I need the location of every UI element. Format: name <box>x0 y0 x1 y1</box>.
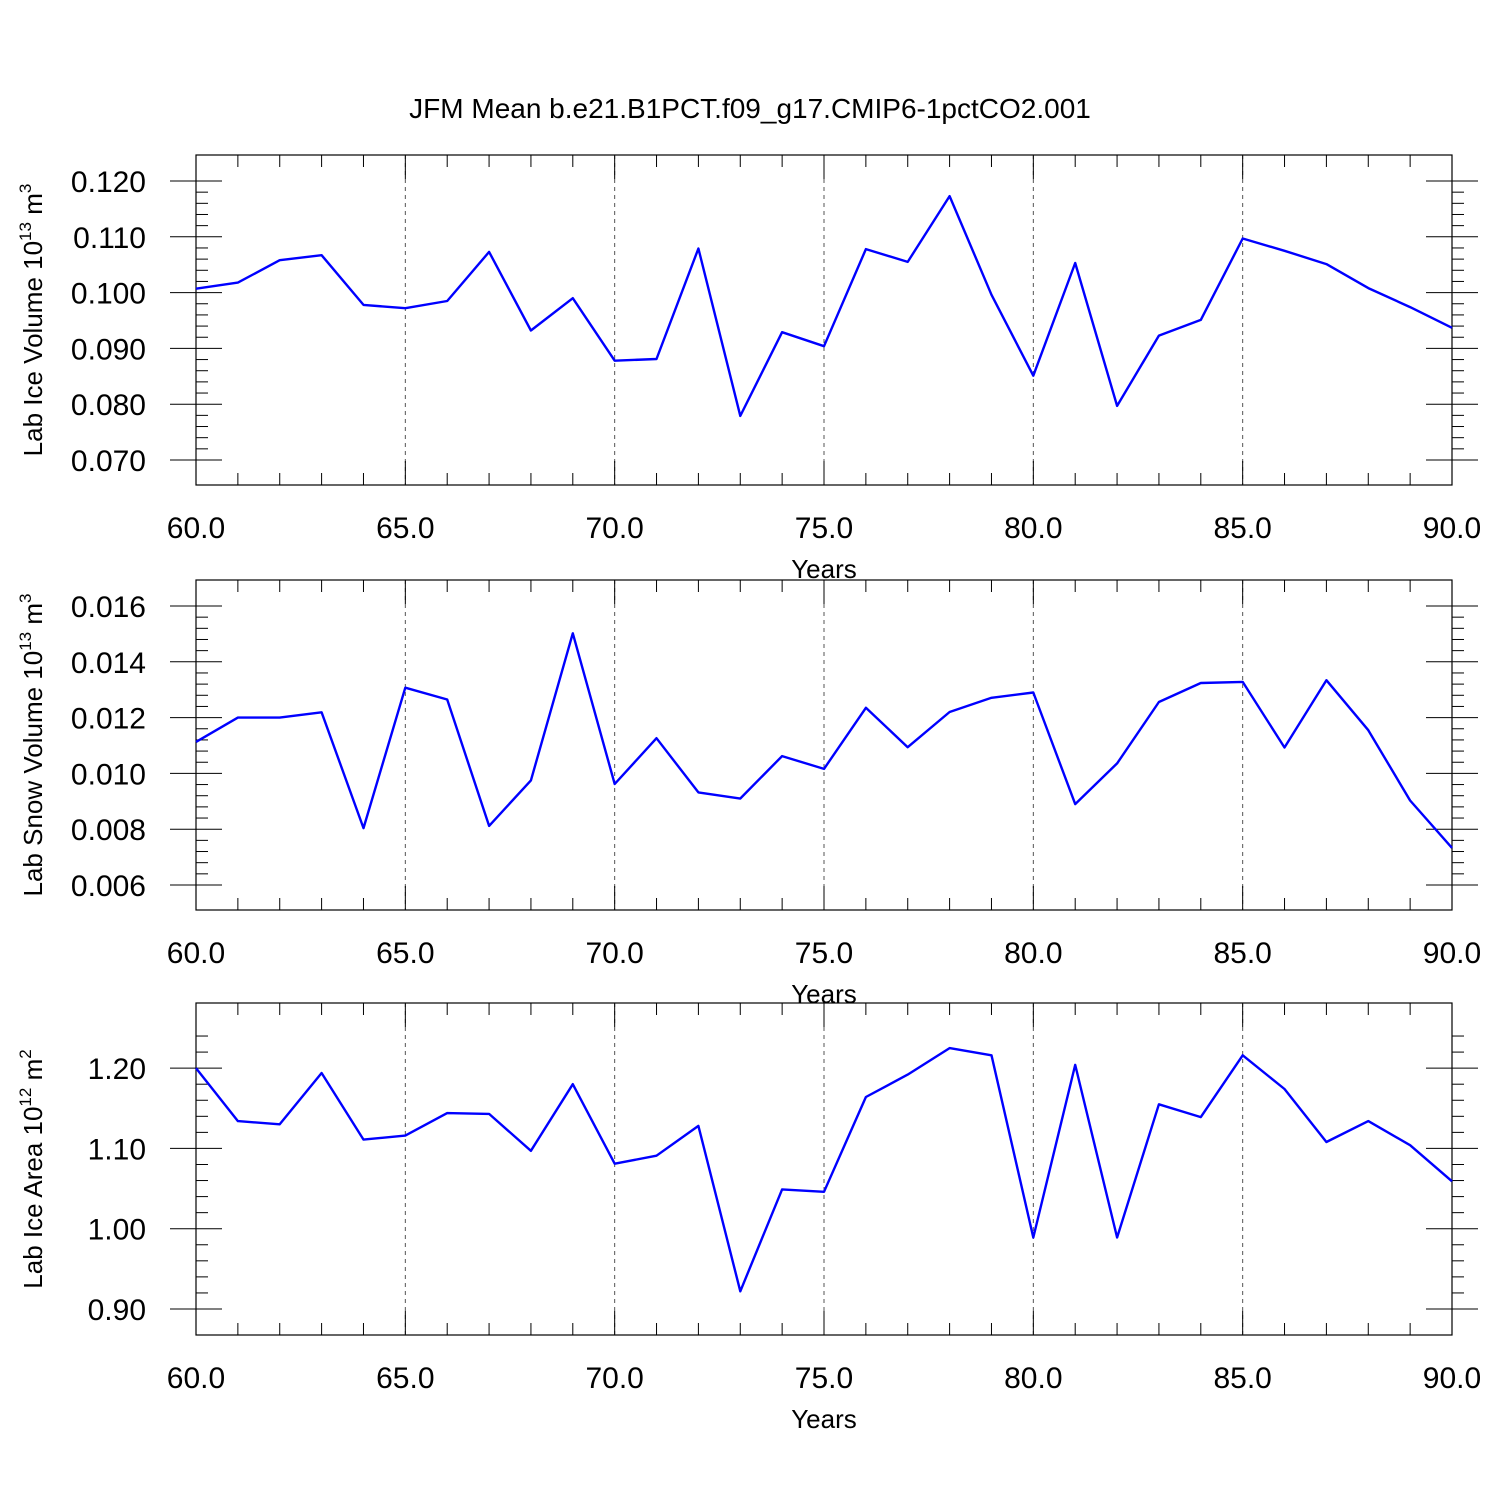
y-tick-label: 0.008 <box>71 814 146 847</box>
y-tick-label: 0.100 <box>71 278 146 311</box>
series-line <box>195 632 1453 849</box>
x-tick-label: 70.0 <box>585 512 643 545</box>
x-axis-label: Years <box>791 554 857 584</box>
x-tick-label: 90.0 <box>1423 512 1481 545</box>
panel-2: 0.006 0.008 0.010 0.012 0.014 0.016 60.0 65.0 70… <box>16 579 1481 1009</box>
panel-1: 0.070 0.080 0.090 0.100 0.110 0.120 60.0 65.0 70… <box>16 154 1481 584</box>
x-tick-label: 80.0 <box>1004 937 1062 970</box>
y-tick-label: 0.90 <box>88 1294 146 1327</box>
y-tick-label: 0.110 <box>73 222 146 255</box>
y-tick-label: 0.012 <box>71 703 146 736</box>
x-tick-label: 90.0 <box>1423 1362 1481 1395</box>
y-tick-label: 1.00 <box>88 1214 146 1247</box>
x-tick-label: 75.0 <box>795 1362 853 1395</box>
y-tick-label: 1.10 <box>88 1133 146 1166</box>
x-tick-label: 65.0 <box>376 1362 434 1395</box>
y-tick-label: 0.070 <box>71 445 146 478</box>
x-tick-label: 65.0 <box>376 937 434 970</box>
x-tick-label: 70.0 <box>585 1362 643 1395</box>
y-tick-label: 0.090 <box>71 333 146 366</box>
y-tick-label: 0.006 <box>71 870 146 903</box>
y-tick-label: 1.20 <box>88 1053 146 1086</box>
x-tick-label: 65.0 <box>376 512 434 545</box>
y-tick-label: 0.080 <box>71 389 146 422</box>
x-tick-label: 70.0 <box>585 937 643 970</box>
x-tick-label: 85.0 <box>1213 512 1271 545</box>
y-axis-label: Lab Ice Area 1012 m2 <box>16 1049 48 1288</box>
series-line <box>195 1046 1453 1293</box>
series-line <box>195 194 1453 418</box>
panels: 0.070 0.080 0.090 0.100 0.110 0.120 60.0 65.0 70… <box>16 154 1481 1434</box>
x-tick-label: 75.0 <box>795 512 853 545</box>
x-tick-label: 60.0 <box>167 937 225 970</box>
y-tick-label: 0.010 <box>71 758 146 791</box>
y-tick-label: 0.016 <box>71 591 146 624</box>
y-axis-label: Lab Snow Volume 1013 m3 <box>16 593 48 896</box>
y-tick-label: 0.014 <box>71 647 146 680</box>
x-tick-label: 75.0 <box>795 937 853 970</box>
x-tick-label: 60.0 <box>167 1362 225 1395</box>
x-tick-label: 85.0 <box>1213 1362 1271 1395</box>
x-axis-label: Years <box>791 1404 857 1434</box>
y-axis-label: Lab Ice Volume 1013 m3 <box>16 184 48 457</box>
y-tick-label: 0.120 <box>71 166 146 199</box>
chart-title: JFM Mean b.e21.B1PCT.f09_g17.CMIP6-1pctC… <box>409 93 1091 124</box>
x-tick-label: 80.0 <box>1004 1362 1062 1395</box>
x-tick-label: 90.0 <box>1423 937 1481 970</box>
x-tick-label: 80.0 <box>1004 512 1062 545</box>
x-tick-label: 60.0 <box>167 512 225 545</box>
x-tick-label: 85.0 <box>1213 937 1271 970</box>
panel-3: 0.90 1.00 1.10 1.20 60.0 65.0 70.0 75.0 80.0 85.0… <box>16 1002 1481 1434</box>
